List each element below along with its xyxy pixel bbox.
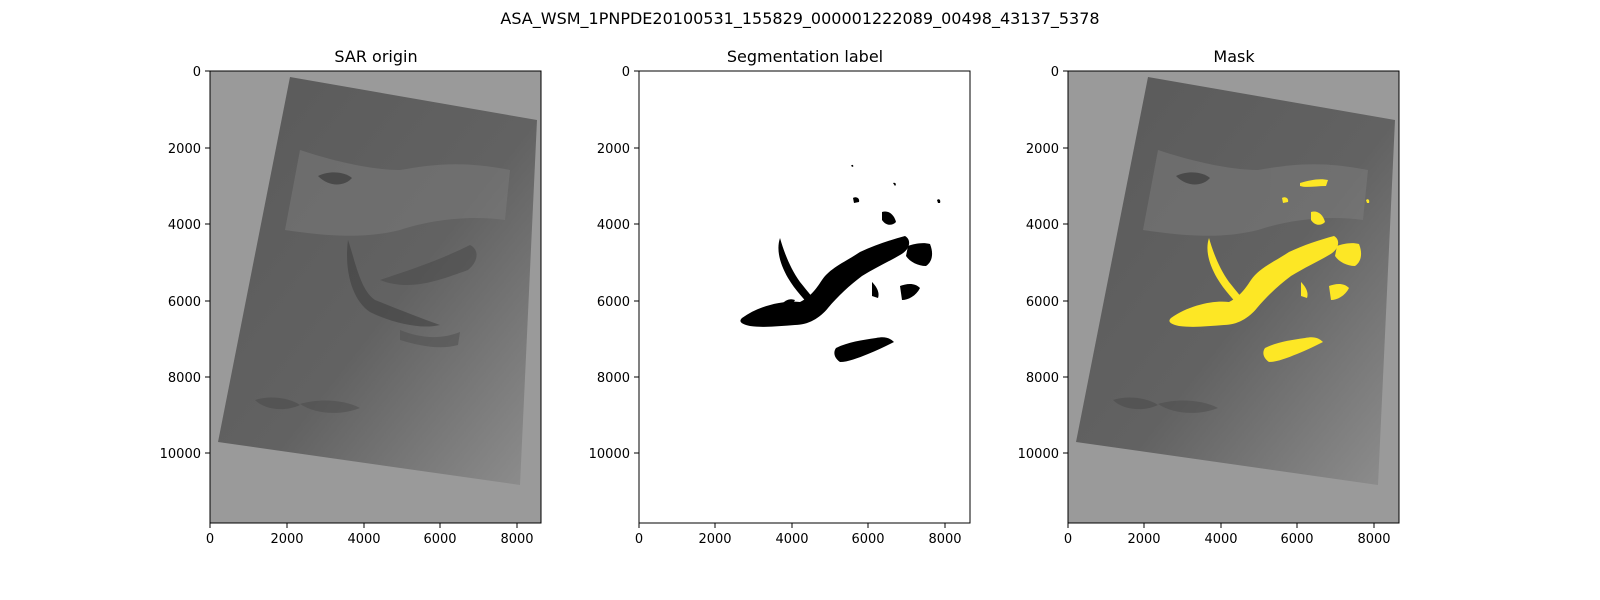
y-tick-label: 2000 <box>1026 142 1059 157</box>
y-tick-label: 6000 <box>168 295 201 310</box>
y-tick-label: 6000 <box>597 295 630 310</box>
panel-title-mask: Mask <box>1213 47 1255 66</box>
y-tick-label: 6000 <box>1026 295 1059 310</box>
x-tick-label: 0 <box>1064 532 1072 547</box>
x-tick-label: 4000 <box>347 532 380 547</box>
sar-texture <box>255 150 510 413</box>
x-tick-label: 2000 <box>270 532 303 547</box>
y-tick-label: 4000 <box>1026 218 1059 233</box>
figure-title: ASA_WSM_1PNPDE20100531_155829_0000012220… <box>500 9 1100 28</box>
panel-title-label: Segmentation label <box>726 47 884 66</box>
y-tick-label: 10000 <box>160 447 201 462</box>
y-tick-label: 4000 <box>597 218 630 233</box>
y-tick-label: 8000 <box>597 371 630 386</box>
y-tick-label: 8000 <box>1026 371 1059 386</box>
x-tick-label: 4000 <box>1204 532 1237 547</box>
y-tick-label: 0 <box>622 65 630 80</box>
x-tick-label: 0 <box>635 532 643 547</box>
x-tick-label: 2000 <box>1127 532 1160 547</box>
segmentation-regions <box>740 164 941 362</box>
mask-panel: 0 2000 4000 6000 8000 0 2000 4000 6000 8… <box>1018 65 1400 547</box>
x-tick-label: 4000 <box>775 532 808 547</box>
x-tick-label: 8000 <box>1357 532 1390 547</box>
x-tick-label: 0 <box>206 532 214 547</box>
y-tick-label: 0 <box>1051 65 1059 80</box>
panel-title-sar: SAR origin <box>334 47 418 66</box>
x-tick-label: 6000 <box>1280 532 1313 547</box>
segmentation-label-panel: 0 2000 4000 6000 8000 0 2000 4000 6000 8… <box>589 65 971 547</box>
y-tick-label: 10000 <box>1018 447 1059 462</box>
x-tick-label: 8000 <box>928 532 961 547</box>
x-tick-label: 2000 <box>698 532 731 547</box>
x-tick-label: 6000 <box>851 532 884 547</box>
y-tick-label: 2000 <box>168 142 201 157</box>
sar-origin-panel: 0 2000 4000 6000 8000 0 2000 4000 6000 8… <box>160 65 542 547</box>
x-tick-label: 8000 <box>500 532 533 547</box>
y-tick-label: 4000 <box>168 218 201 233</box>
y-tick-label: 0 <box>193 65 201 80</box>
y-tick-label: 2000 <box>597 142 630 157</box>
x-tick-label: 6000 <box>423 532 456 547</box>
mask-overlay-regions <box>1169 179 1370 362</box>
y-tick-label: 8000 <box>168 371 201 386</box>
y-tick-label: 10000 <box>589 447 630 462</box>
